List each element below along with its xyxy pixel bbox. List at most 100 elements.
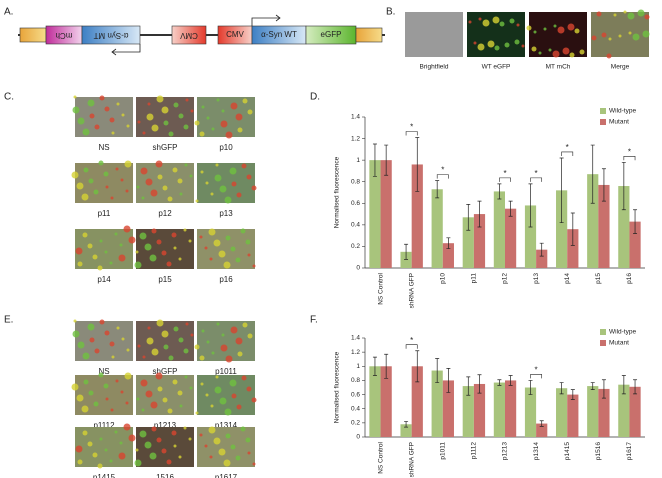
error-bar (415, 137, 420, 192)
cell (206, 116, 210, 120)
cell (156, 95, 164, 103)
cell (214, 174, 222, 182)
cell (83, 379, 89, 385)
cell (482, 19, 490, 27)
element-label: eGFP (321, 30, 342, 39)
bar (369, 160, 381, 268)
bar (629, 386, 641, 437)
y-tick-label: 1.4 (351, 114, 360, 121)
cell (468, 20, 472, 24)
cell (533, 30, 537, 34)
bar (567, 394, 579, 437)
ltr (19, 27, 47, 43)
legend-swatch (600, 329, 606, 335)
cell (93, 189, 99, 195)
significance-label: * (535, 169, 538, 178)
cell (151, 348, 159, 356)
image-label: p1415 (93, 473, 116, 478)
y-tick-label: 0.4 (351, 405, 360, 412)
panel-letter: D. (310, 92, 320, 103)
error-bar (633, 379, 638, 395)
cell (104, 250, 108, 254)
cell (82, 128, 90, 136)
bar (524, 205, 537, 268)
cell (252, 462, 256, 466)
panel-letter: C. (4, 92, 14, 103)
box (171, 25, 207, 45)
cell (163, 120, 169, 126)
cell (116, 102, 120, 106)
error-bar (466, 376, 471, 396)
bar (380, 366, 392, 437)
error-bar (415, 350, 420, 383)
cell (225, 131, 233, 139)
cell (156, 239, 162, 245)
significance-bracket (436, 174, 449, 179)
error-bar (372, 143, 377, 177)
cell (139, 232, 147, 240)
cell (514, 39, 520, 45)
cell (543, 27, 547, 31)
image-label: shGFP (153, 143, 178, 152)
cell (139, 430, 147, 438)
cell (569, 52, 575, 58)
cell (150, 401, 158, 409)
cell (225, 355, 233, 363)
cell (245, 437, 251, 443)
micrograph (136, 321, 194, 361)
cell (179, 404, 183, 408)
legend-swatch (600, 108, 606, 114)
cell (241, 375, 247, 381)
cell (97, 265, 103, 271)
y-tick-label: 0.6 (351, 391, 360, 398)
bar (473, 383, 486, 437)
bar (369, 366, 381, 437)
cell (103, 383, 109, 389)
cell (229, 167, 237, 175)
cell (237, 127, 243, 133)
cell (231, 181, 237, 187)
cell (82, 430, 88, 436)
cell (119, 243, 123, 247)
panel-letter: A. (4, 7, 13, 18)
cell (179, 192, 183, 196)
y-tick-label: 0.2 (351, 243, 360, 250)
cell (162, 397, 168, 403)
cell (235, 455, 241, 461)
cell (146, 113, 154, 121)
bar (400, 424, 412, 437)
image-label: Brightfield (420, 64, 449, 71)
cell (104, 330, 110, 336)
image-label: p16 (219, 275, 233, 284)
cell (161, 330, 169, 338)
cell (190, 333, 194, 337)
bar (493, 191, 505, 268)
y-tick-label: 0.2 (351, 420, 360, 427)
cell (140, 167, 148, 175)
error-bar (372, 356, 377, 376)
cell (637, 9, 645, 17)
cell (200, 170, 204, 174)
bar (431, 189, 443, 268)
x-tick-label: p1011 (439, 442, 446, 460)
cell (109, 341, 115, 347)
significance-bracket (499, 177, 511, 182)
cell (567, 23, 575, 31)
cell (125, 401, 129, 405)
cell (235, 337, 243, 345)
cell (557, 26, 565, 34)
bar (524, 387, 537, 437)
cell (87, 323, 95, 331)
cell (128, 236, 136, 244)
cell (146, 337, 154, 345)
cell (204, 246, 208, 250)
significance-bracket (405, 344, 418, 349)
error-bar (384, 144, 389, 176)
element-label: α-Syn WT (261, 30, 297, 39)
significance-label: * (410, 336, 413, 345)
bar (462, 386, 474, 437)
significance-label: * (535, 366, 538, 375)
error-bar (404, 421, 409, 428)
cell (105, 397, 109, 401)
error-bar (528, 380, 533, 395)
